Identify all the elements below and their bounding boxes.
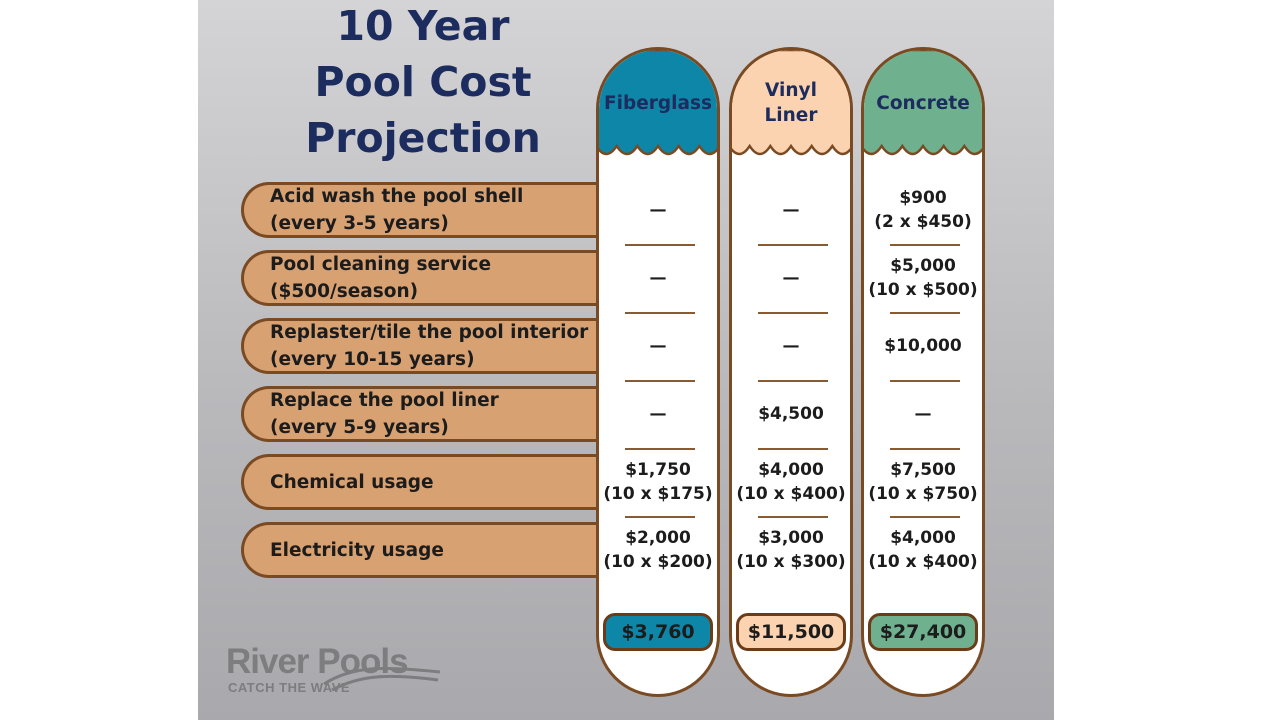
cost-cell: —: [782, 268, 800, 288]
column-header-label: Vinyl Liner: [764, 80, 818, 126]
total-fiberglass: $3,760: [603, 613, 713, 651]
cost-cell: $4,000 (10 x $400): [736, 460, 846, 504]
row-label-text: Acid wash the pool shell (every 3-5 year…: [270, 186, 524, 234]
column-vinyl-liner: Vinyl Liner — — — $4,500 $4,000 (10 x $400) $3…: [729, 47, 853, 697]
cost-cell: $2,000 (10 x $200): [603, 528, 713, 572]
row-label: Electricity usage: [241, 522, 641, 578]
river-pools-logo: River Pools CATCH THE WAVE: [226, 642, 446, 702]
cost-cell: —: [649, 336, 667, 356]
column-header-vinyl-liner: Vinyl Liner: [732, 50, 850, 156]
cost-cell: —: [782, 200, 800, 220]
cost-cell: $4,500: [758, 404, 824, 424]
row-label: Replace the pool liner (every 5-9 years): [241, 386, 641, 442]
cell-separator: [890, 312, 960, 314]
cost-cell: —: [649, 404, 667, 424]
cost-cell: $900 (2 x $450): [874, 188, 972, 232]
cell-separator: [758, 448, 828, 450]
total-vinyl-liner: $11,500: [736, 613, 846, 651]
row-label: Acid wash the pool shell (every 3-5 year…: [241, 182, 641, 238]
row-label-text: Pool cleaning service ($500/season): [270, 254, 492, 302]
logo-name: River Pools: [226, 642, 409, 681]
row-label-text: Replace the pool liner (every 5-9 years): [270, 390, 499, 438]
cell-separator: [890, 448, 960, 450]
column-fiberglass: Fiberglass — — — — $1,750 (10 x $175) $2,000 (…: [596, 47, 720, 697]
scalloped-header-shape: [732, 50, 850, 156]
cell-separator: [890, 516, 960, 518]
cell-separator: [758, 244, 828, 246]
cost-cell: $10,000: [884, 336, 962, 356]
row-label-text: Replaster/tile the pool interior (every …: [270, 322, 589, 370]
column-header-label: Concrete: [876, 92, 970, 114]
scalloped-header-shape: [864, 50, 982, 156]
column-concrete: Concrete $900 (2 x $450) $5,000 (10 x $500…: [861, 47, 985, 697]
cell-separator: [758, 516, 828, 518]
cell-separator: [625, 448, 695, 450]
total-concrete: $27,400: [868, 613, 978, 651]
cell-separator: [625, 312, 695, 314]
cost-cell: $7,500 (10 x $750): [868, 460, 978, 504]
row-label: Replaster/tile the pool interior (every …: [241, 318, 641, 374]
column-header-concrete: Concrete: [864, 50, 982, 156]
cost-cell: —: [649, 200, 667, 220]
row-label-text: Chemical usage: [270, 471, 434, 493]
scalloped-header-shape: [599, 50, 717, 156]
cost-cell: $4,000 (10 x $400): [868, 528, 978, 572]
logo-tagline: CATCH THE WAVE: [228, 680, 351, 695]
cost-cell: —: [782, 336, 800, 356]
cell-separator: [758, 312, 828, 314]
cost-cell: —: [914, 404, 932, 424]
wave-icon: [323, 666, 441, 692]
cell-separator: [890, 380, 960, 382]
cell-separator: [625, 380, 695, 382]
cost-cell: $1,750 (10 x $175): [603, 460, 713, 504]
column-header-label: Fiberglass: [604, 92, 712, 114]
cost-cell: —: [649, 268, 667, 288]
row-label: Chemical usage: [241, 454, 641, 510]
row-label-text: Electricity usage: [270, 539, 444, 561]
cell-separator: [890, 244, 960, 246]
cell-separator: [625, 516, 695, 518]
cost-cell: $5,000 (10 x $500): [868, 256, 978, 300]
cell-separator: [758, 380, 828, 382]
column-header-fiberglass: Fiberglass: [599, 50, 717, 156]
cell-separator: [625, 244, 695, 246]
row-label: Pool cleaning service ($500/season): [241, 250, 641, 306]
infographic-title: 10 Year Pool Cost Projection: [305, 2, 541, 162]
cost-cell: $3,000 (10 x $300): [736, 528, 846, 572]
